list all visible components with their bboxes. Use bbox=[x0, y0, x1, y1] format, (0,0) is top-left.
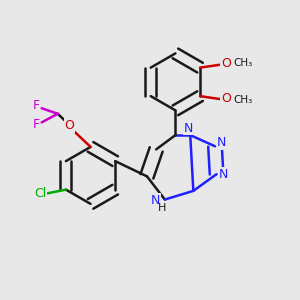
Text: F: F bbox=[32, 99, 40, 112]
Text: H: H bbox=[158, 203, 166, 213]
Text: N: N bbox=[217, 136, 226, 149]
Text: CH₃: CH₃ bbox=[234, 58, 253, 68]
Text: N: N bbox=[151, 194, 160, 207]
Text: O: O bbox=[64, 119, 74, 132]
Text: N: N bbox=[184, 122, 194, 135]
Text: O: O bbox=[221, 57, 231, 70]
Text: CH₃: CH₃ bbox=[234, 95, 253, 105]
Text: O: O bbox=[221, 92, 231, 105]
Text: N: N bbox=[219, 168, 228, 181]
Text: Cl: Cl bbox=[34, 187, 46, 200]
Text: F: F bbox=[32, 118, 40, 131]
